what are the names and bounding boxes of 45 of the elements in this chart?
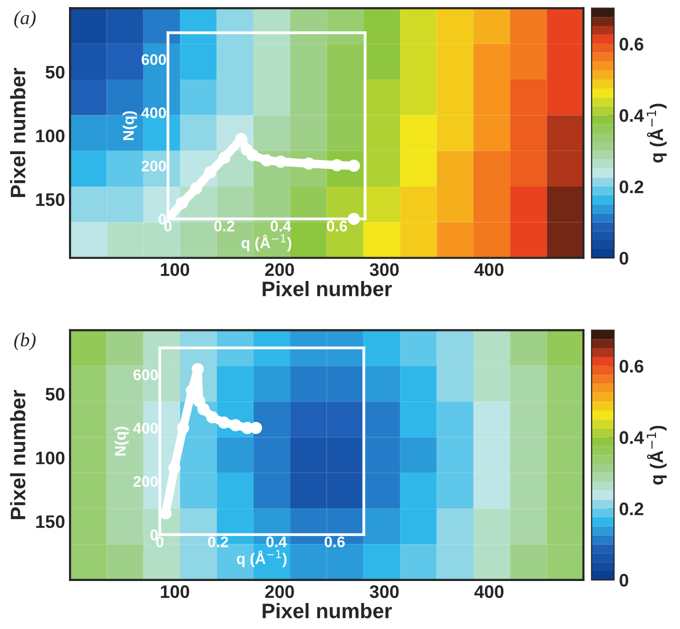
x-axis-title: q (Å$^{−1}$): [236, 550, 287, 568]
y-tick-label: 200: [142, 160, 166, 172]
x-tick-label: 300: [370, 263, 399, 276]
chart-title: (a): [14, 10, 36, 28]
y-tick-label: 50: [46, 66, 64, 79]
color-bar-label: 0: [620, 252, 628, 265]
y-axis-title: N(q): [122, 111, 137, 140]
x-tick-label: 0.4: [266, 536, 287, 548]
y-tick-label: 150: [36, 193, 64, 206]
x-tick-label: 0.6: [324, 536, 345, 548]
color-bar-label: 0.4: [620, 109, 644, 122]
y-tick-label: 150: [36, 515, 64, 528]
x-tick-label: 400: [474, 263, 504, 276]
x-tick-label: 400: [474, 585, 504, 598]
y-axis-title: Pixel number: [10, 390, 26, 520]
x-tick-label: 200: [265, 263, 294, 276]
x-tick-label: 0.4: [270, 220, 292, 232]
color-bar-label: 0.2: [620, 502, 644, 516]
x-axis-title: q (Å$^{−1}$): [242, 234, 292, 252]
x-tick-label: 0.2: [208, 536, 228, 548]
x-tick-label: 100: [160, 263, 190, 276]
color-bar-title: q (Å$^{−1}$): [646, 104, 667, 163]
y-tick-label: 400: [141, 107, 166, 118]
y-tick-label: 50: [46, 388, 64, 401]
x-axis-title: Pixel number: [262, 280, 392, 296]
x-tick-label: 300: [370, 585, 399, 598]
x-tick-label: 100: [160, 585, 190, 598]
y-tick-label: 0: [158, 214, 166, 225]
y-tick-label: 600: [133, 369, 158, 380]
color-bar-label: 0.2: [620, 180, 644, 194]
color-bar-label: 0.4: [620, 431, 644, 444]
x-axis-title: Pixel number: [262, 603, 392, 618]
x-tick-label: 200: [265, 585, 294, 598]
y-tick-label: 600: [142, 54, 166, 65]
x-tick-label: 0.2: [214, 220, 234, 232]
x-tick-label: 0.6: [326, 220, 348, 232]
color-bar-label: 0.6: [620, 38, 644, 51]
color-bar-title: q (Å$^{−1}$): [646, 426, 667, 485]
y-tick-label: 100: [36, 452, 64, 464]
color-bar-label: 0.6: [620, 360, 644, 373]
chart-title: (b): [14, 332, 36, 350]
y-tick-label: 100: [36, 130, 64, 142]
color-bar-label: 0: [620, 574, 628, 587]
y-axis-title: N(q): [114, 426, 129, 456]
y-axis-title: Pixel number: [10, 68, 26, 198]
